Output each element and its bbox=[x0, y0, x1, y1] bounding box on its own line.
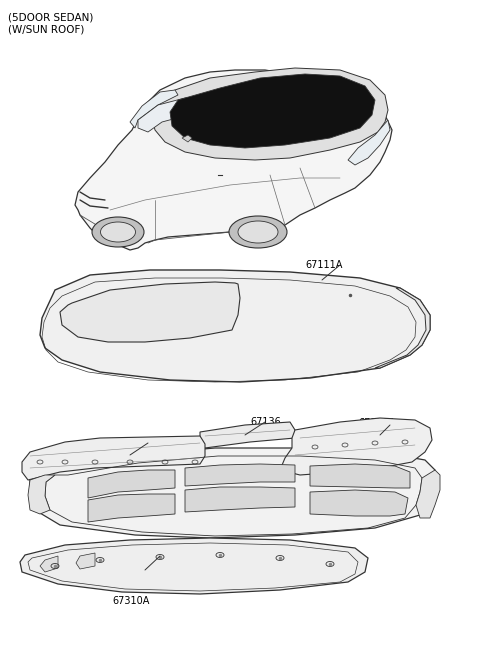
Polygon shape bbox=[88, 470, 175, 498]
Polygon shape bbox=[185, 487, 295, 512]
Polygon shape bbox=[152, 68, 388, 160]
Text: 67130A: 67130A bbox=[358, 418, 396, 428]
Polygon shape bbox=[30, 448, 435, 538]
Ellipse shape bbox=[229, 216, 287, 248]
Polygon shape bbox=[22, 436, 205, 480]
Ellipse shape bbox=[100, 222, 135, 242]
Polygon shape bbox=[170, 74, 375, 148]
Polygon shape bbox=[375, 288, 430, 368]
Polygon shape bbox=[310, 464, 410, 488]
Polygon shape bbox=[40, 270, 430, 382]
Ellipse shape bbox=[92, 217, 144, 247]
Polygon shape bbox=[215, 98, 330, 122]
Polygon shape bbox=[200, 422, 295, 448]
Polygon shape bbox=[348, 120, 390, 165]
Polygon shape bbox=[130, 90, 178, 128]
Text: 67115: 67115 bbox=[112, 438, 143, 448]
Polygon shape bbox=[75, 70, 392, 250]
Polygon shape bbox=[280, 418, 432, 475]
Text: 67136: 67136 bbox=[250, 417, 281, 427]
Polygon shape bbox=[416, 470, 440, 518]
Text: (5DOOR SEDAN): (5DOOR SEDAN) bbox=[8, 12, 94, 22]
Text: 67310A: 67310A bbox=[112, 596, 149, 606]
Polygon shape bbox=[138, 95, 215, 132]
Polygon shape bbox=[20, 538, 368, 594]
Ellipse shape bbox=[238, 221, 278, 243]
Polygon shape bbox=[40, 556, 58, 572]
Text: (W/SUN ROOF): (W/SUN ROOF) bbox=[8, 24, 84, 34]
Polygon shape bbox=[88, 494, 175, 522]
Polygon shape bbox=[28, 475, 55, 514]
Polygon shape bbox=[76, 553, 95, 569]
Polygon shape bbox=[60, 282, 240, 342]
Polygon shape bbox=[185, 464, 295, 486]
Polygon shape bbox=[182, 135, 192, 142]
Text: 67111A: 67111A bbox=[305, 260, 342, 270]
Polygon shape bbox=[310, 490, 408, 516]
